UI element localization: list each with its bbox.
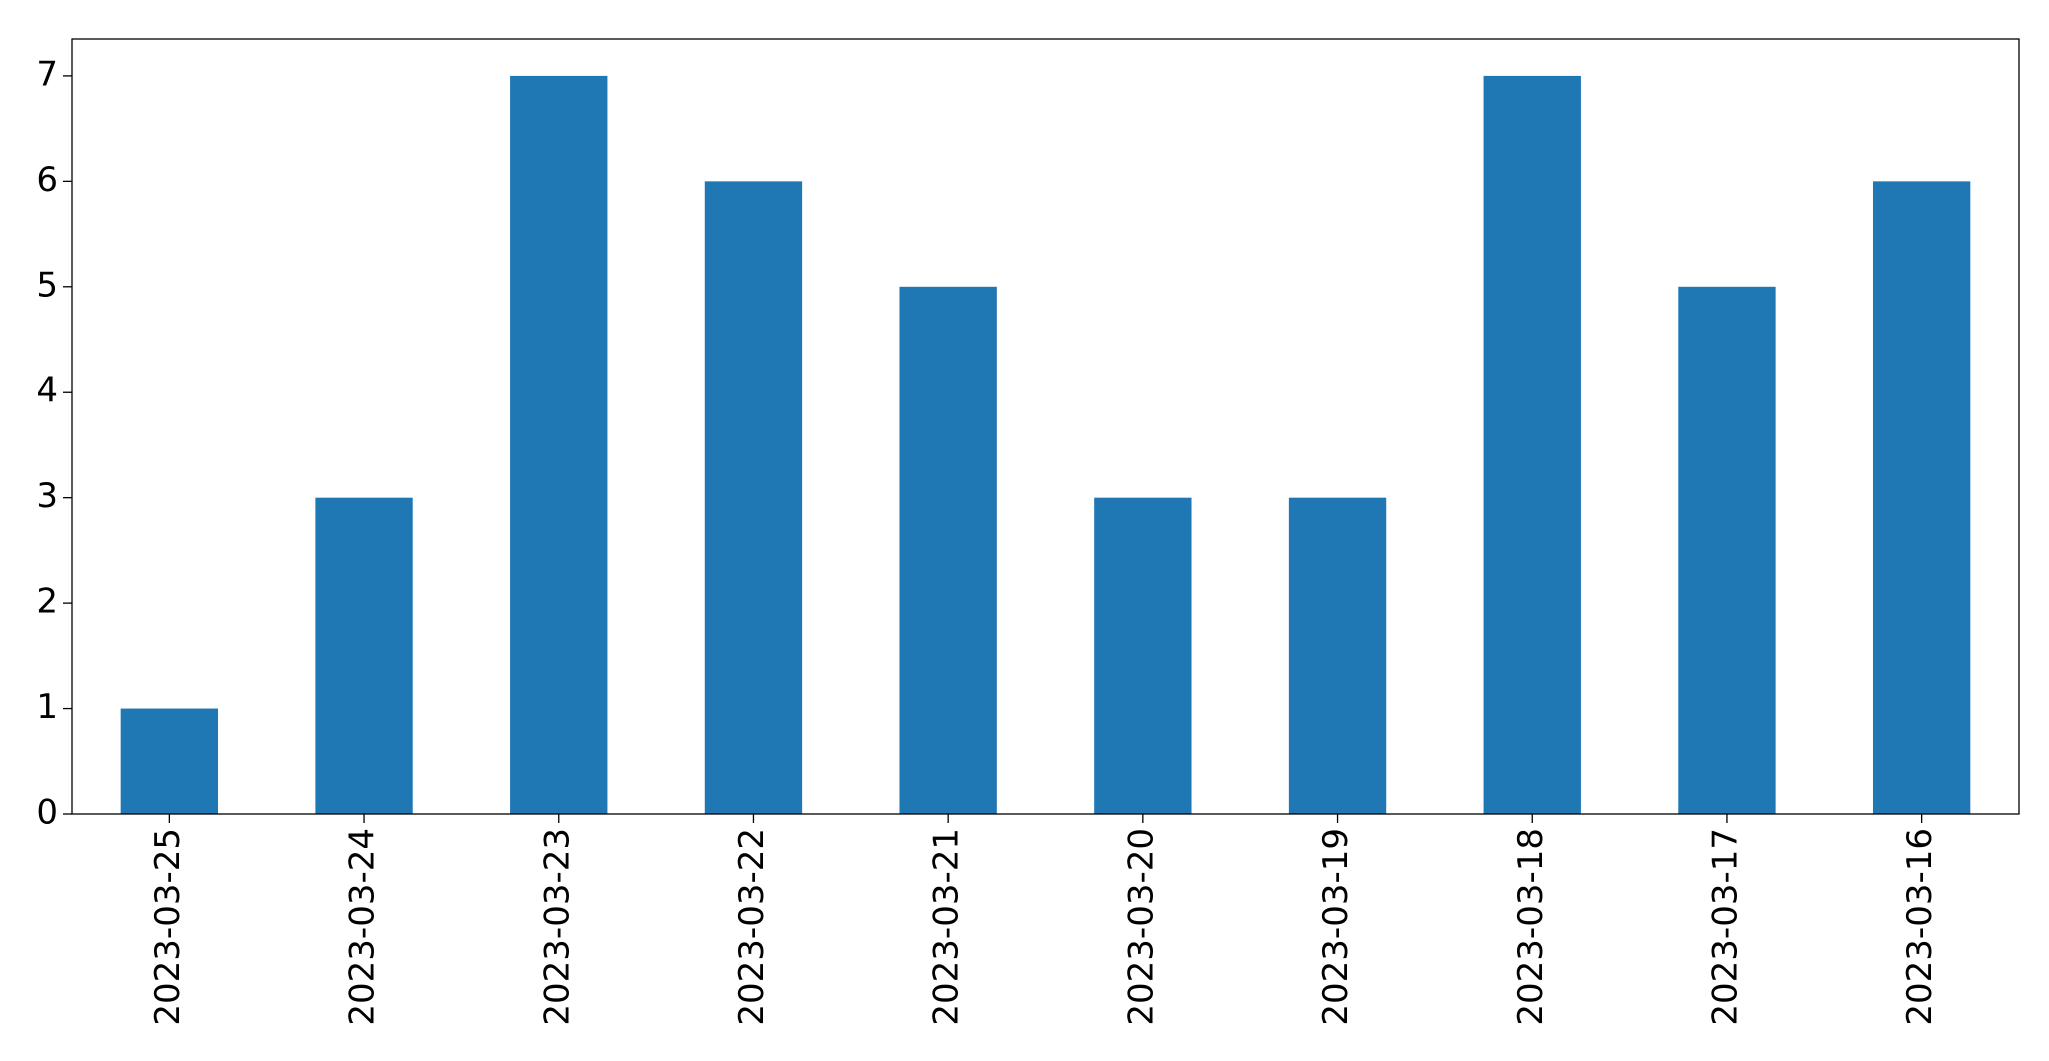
plot-frame <box>71 38 2020 815</box>
y-tick-label: 7 <box>36 54 58 94</box>
x-tick-label: 2023-03-18 <box>1511 828 1551 1026</box>
x-tick-label: 2023-03-23 <box>537 828 577 1026</box>
bar <box>1678 286 1776 814</box>
x-tick-label: 2023-03-22 <box>732 828 772 1026</box>
x-tick-label: 2023-03-24 <box>343 828 383 1026</box>
bar <box>704 181 803 815</box>
bar <box>899 286 997 814</box>
bar <box>510 75 608 814</box>
bar <box>315 497 413 814</box>
x-tick-label: 2023-03-17 <box>1705 828 1745 1026</box>
y-tick-label: 1 <box>36 687 58 727</box>
x-tick-label: 2023-03-16 <box>1900 828 1940 1026</box>
bar <box>1483 75 1581 814</box>
bar <box>1288 497 1387 814</box>
y-tick-label: 5 <box>36 265 58 305</box>
y-tick-label: 6 <box>36 160 58 200</box>
y-tick-label: 4 <box>36 371 58 411</box>
y-tick-label: 2 <box>36 582 58 622</box>
x-tick-label: 2023-03-19 <box>1316 828 1356 1026</box>
x-tick-label: 2023-03-21 <box>927 828 967 1026</box>
bar <box>120 708 219 814</box>
y-tick-label: 0 <box>36 793 58 833</box>
y-tick-label: 3 <box>36 476 58 516</box>
x-tick-label: 2023-03-20 <box>1121 828 1161 1026</box>
x-tick-label: 2023-03-25 <box>148 828 188 1026</box>
bar <box>1094 497 1192 814</box>
bar <box>1872 181 1971 815</box>
